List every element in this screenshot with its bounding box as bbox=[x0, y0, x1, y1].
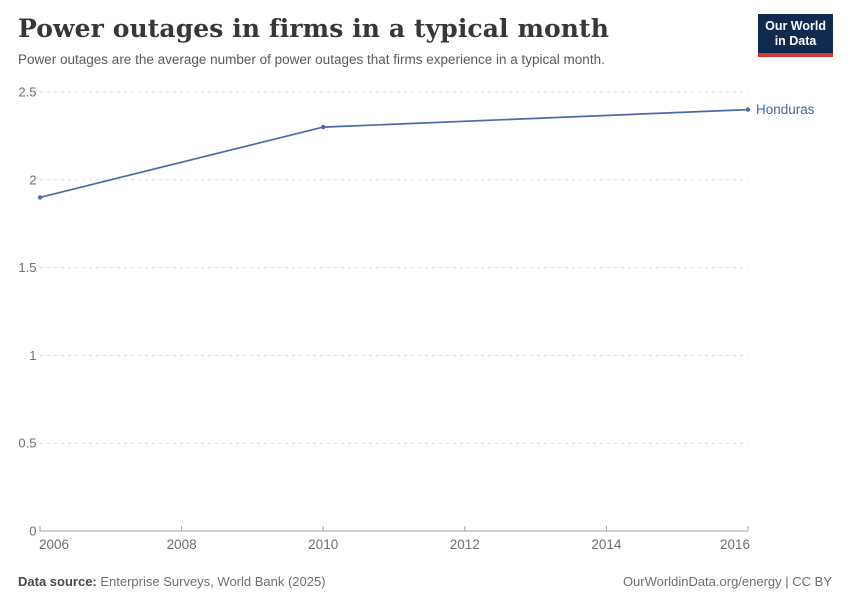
data-point-marker bbox=[37, 195, 43, 200]
x-tick-label: 2008 bbox=[167, 537, 197, 552]
x-tick-label: 2010 bbox=[308, 537, 338, 552]
data-source-text: Enterprise Surveys, World Bank (2025) bbox=[96, 574, 326, 589]
y-tick-label: 0.5 bbox=[18, 436, 36, 451]
x-tick-label: 2012 bbox=[450, 537, 480, 552]
data-point-marker bbox=[321, 124, 326, 130]
x-tick-label: 2016 bbox=[720, 537, 750, 552]
logo-text-line1: Our World bbox=[765, 19, 826, 33]
y-tick-label: 1.5 bbox=[18, 260, 36, 275]
data-source-label: Data source: bbox=[18, 574, 97, 589]
data-point-marker bbox=[745, 107, 751, 112]
chart-header: Power outages in firms in a typical mont… bbox=[18, 14, 833, 67]
y-tick-label: 0 bbox=[29, 524, 36, 539]
logo-text-line2: in Data bbox=[774, 34, 817, 49]
chart-subtitle: Power outages are the average number of … bbox=[18, 52, 605, 67]
entity-label: Honduras bbox=[756, 102, 815, 117]
x-tick-label: 2006 bbox=[39, 537, 69, 552]
data-line bbox=[39, 108, 749, 199]
y-tick-label: 2 bbox=[29, 172, 36, 187]
y-tick-label: 2.5 bbox=[18, 85, 36, 100]
chart-footer: Data source: Enterprise Surveys, World B… bbox=[18, 574, 832, 589]
owid-logo: Our World in Data bbox=[758, 14, 833, 57]
x-tick-label: 2014 bbox=[591, 537, 622, 552]
data-source: Data source: Enterprise Surveys, World B… bbox=[18, 574, 326, 589]
y-tick-label: 1 bbox=[29, 348, 36, 363]
attribution: OurWorldinData.org/energy | CC BY bbox=[622, 574, 832, 589]
chart-title: Power outages in firms in a typical mont… bbox=[18, 14, 609, 43]
